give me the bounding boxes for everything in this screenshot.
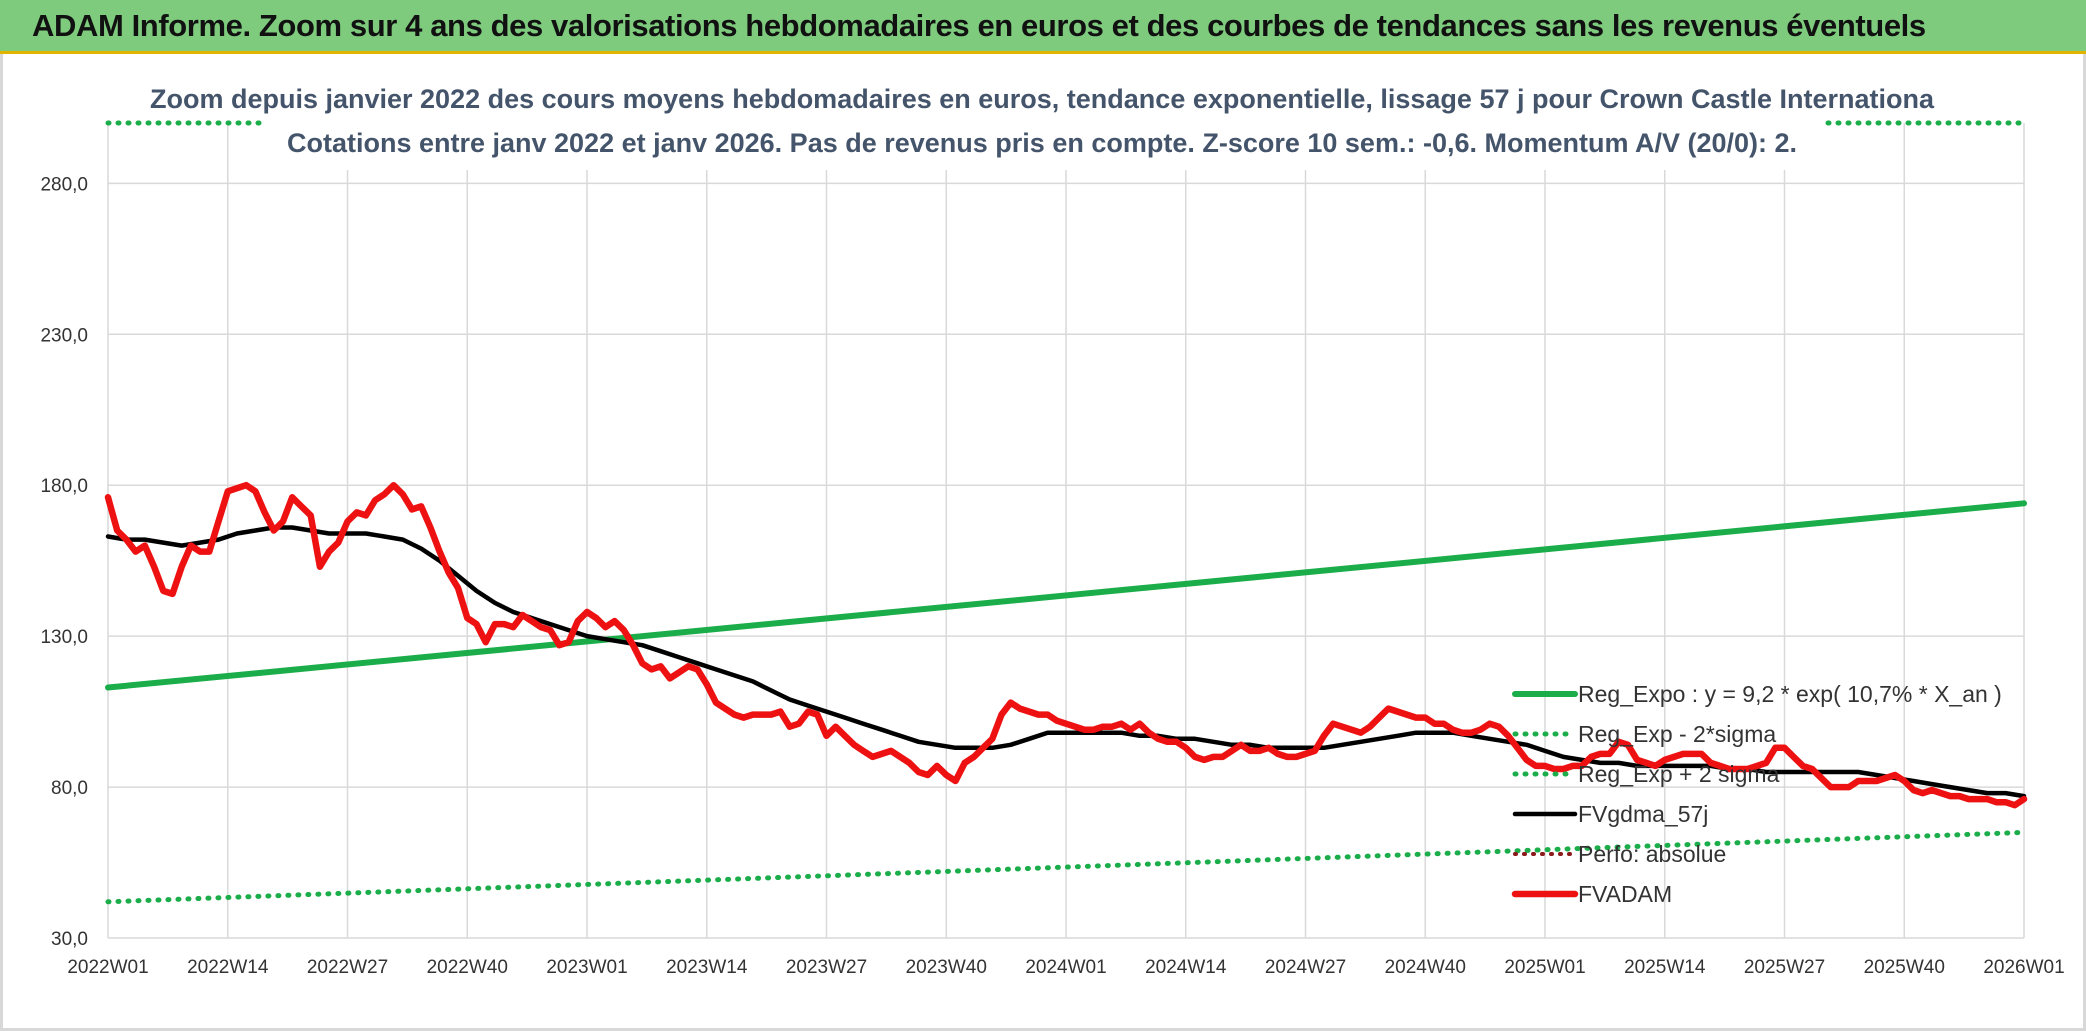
- legend: Reg_Expo : y = 9,2 * exp( 10,7% * X_an )…: [1511, 681, 2002, 907]
- gridlines: [107, 123, 2025, 939]
- y-tick-label: 280,0: [40, 174, 88, 195]
- x-tick-label: 2024W14: [1145, 957, 1227, 978]
- legend-label: Perfo: absolue: [1578, 841, 1726, 867]
- x-tick-label: 2025W01: [1504, 957, 1585, 978]
- x-tick-label: 2022W01: [67, 957, 148, 978]
- x-tick-label: 2025W14: [1624, 957, 1706, 978]
- title-background: [262, 78, 1822, 170]
- y-tick-label: 130,0: [40, 627, 88, 648]
- x-tick-label: 2023W40: [906, 957, 987, 978]
- legend-label: Reg_Expo : y = 9,2 * exp( 10,7% * X_an ): [1578, 681, 2002, 707]
- chart-title-line-1: Zoom depuis janvier 2022 des cours moyen…: [150, 84, 1935, 114]
- x-tick-label: 2024W01: [1025, 957, 1106, 978]
- y-axis-ticks: 280,0 230,0 180,0 130,0 80,0 30,0: [40, 174, 88, 950]
- banner-title: ADAM Informe. Zoom sur 4 ans des valoris…: [32, 8, 1926, 43]
- x-tick-label: 2022W27: [307, 957, 388, 978]
- x-tick-label: 2022W40: [427, 957, 508, 978]
- chart-title-line-2: Cotations entre janv 2022 et janv 2026. …: [287, 128, 1797, 158]
- x-tick-label: 2024W27: [1265, 957, 1346, 978]
- fvgdma-57j-line: [105, 525, 2027, 799]
- x-tick-label: 2023W01: [546, 957, 627, 978]
- x-tick-label: 2025W40: [1864, 957, 1945, 978]
- reg-expo-line: [105, 500, 2027, 691]
- y-tick-label: 30,0: [51, 929, 88, 950]
- y-tick-label: 230,0: [40, 325, 88, 346]
- legend-label: FVgdma_57j: [1578, 801, 1708, 827]
- fvadam-line: [104, 481, 2028, 809]
- y-tick-label: 80,0: [51, 778, 88, 799]
- report-banner: ADAM Informe. Zoom sur 4 ans des valoris…: [0, 0, 2086, 54]
- x-tick-label: 2025W27: [1744, 957, 1825, 978]
- x-axis-ticks: 2022W01 2022W14 2022W27 2022W40 2023W01 2023W…: [67, 957, 2064, 978]
- legend-label: FVADAM: [1578, 881, 1672, 907]
- x-tick-label: 2024W40: [1385, 957, 1466, 978]
- chart-frame: [0, 54, 2086, 1031]
- x-tick-label: 2023W27: [786, 957, 867, 978]
- y-tick-label: 180,0: [40, 476, 88, 497]
- x-tick-label: 2022W14: [187, 957, 269, 978]
- legend-label: Reg_Exp + 2 sigma: [1578, 761, 1780, 787]
- x-tick-label: 2023W14: [666, 957, 748, 978]
- legend-label: Reg_Exp - 2*sigma: [1578, 721, 1776, 747]
- reg-exp-minus-2sigma-line: [105, 829, 2027, 905]
- chart-title: Zoom depuis janvier 2022 des cours moyen…: [150, 78, 1935, 170]
- x-tick-label: 2026W01: [1983, 957, 2064, 978]
